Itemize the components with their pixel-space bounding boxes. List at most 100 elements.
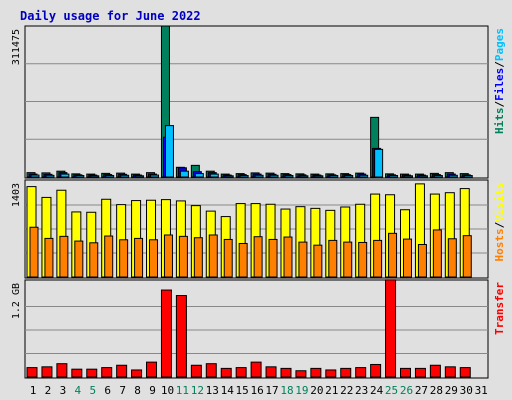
hosts-bar [432,229,442,278]
hosts-bar [447,238,457,278]
transfer-bar [355,367,367,378]
transfer-bar [310,367,322,378]
transfer-bar [370,363,382,378]
pages-bar [329,175,339,178]
transfer-bar [56,363,68,378]
transfer-bar [146,361,158,378]
pages-bar [239,175,249,178]
x-tick-label: 27 [415,384,428,397]
x-tick-label: 2 [45,384,52,397]
transfer-bar [26,367,38,378]
hosts-bar [89,242,99,278]
x-tick-label: 10 [161,384,174,397]
hosts-bar [283,236,293,278]
hosts-bar [29,226,39,278]
hosts-bar [313,244,323,278]
transfer-bar [41,366,53,378]
hosts-bar [119,239,129,278]
pages-bar [299,175,309,178]
pages-bar [254,174,264,178]
transfer-bar [190,364,202,378]
hosts-bar [178,235,188,278]
hosts-bar [253,236,263,278]
transfer-bar [429,364,441,378]
pages-bar [269,174,279,178]
transfer-bar [116,364,128,378]
x-tick-label: 16 [250,384,263,397]
transfer-bar [414,367,426,378]
pages-bar [179,170,189,178]
legend-separator: / [493,61,506,68]
pages-bar [194,173,204,178]
x-tick-label: 4 [75,384,82,397]
hosts-bar [74,240,84,278]
transfer-bar [101,367,113,378]
hosts-bar [298,241,308,278]
panel-visits-hosts: 1403 Hosts/Visits [11,179,506,279]
x-tick-label: 28 [430,384,443,397]
pages-bar [448,174,458,178]
x-tick-label: 25 [385,384,398,397]
x-tick-label: 5 [89,384,96,397]
legend-transfer: Transfer [493,282,506,335]
pages-bar [135,175,145,178]
hosts-bar [238,242,248,278]
x-tick-label: 22 [340,384,353,397]
hosts-bar [462,235,472,278]
transfer-bar [235,367,247,378]
transfer-bar [444,366,456,378]
x-tick-label: 19 [295,384,308,397]
hosts-bar [193,237,203,278]
hosts-bar [343,241,353,278]
hosts-bar [59,235,69,278]
legend-hits: Hits [493,108,506,135]
hosts-bar [104,235,114,278]
x-tick-label: 15 [236,384,249,397]
transfer-bar [340,367,352,378]
hosts-bar [358,241,368,278]
pages-bar [120,174,130,178]
transfer-bar [220,367,232,378]
pages-bar [433,175,443,178]
pages-bar [75,175,85,178]
transfer-bar [325,369,337,378]
pages-bar [164,125,174,178]
x-tick-label: 30 [460,384,473,397]
transfer-bar [175,295,187,378]
panel-transfer: 1.2 GB Transfer [11,279,506,379]
pages-bar [30,174,40,178]
chart-title: Daily usage for June 2022 [20,9,201,23]
x-tick-label: 13 [206,384,219,397]
transfer-bar [280,367,292,378]
transfer-bar [295,370,307,378]
hosts-bar [44,237,54,278]
transfer-bar [459,367,471,378]
legend-pages: Pages [493,28,506,61]
y-max-label: 1.2 GB [11,283,22,319]
x-tick-label: 7 [119,384,126,397]
hosts-bar [403,238,412,278]
hosts-bar [373,239,383,278]
x-tick-label: 31 [475,384,488,397]
x-tick-label: 29 [445,384,458,397]
x-axis-labels: 1 2 3 4 5 6 7 8 9 10 11 12 13 14 15 16 17 18 19 20 21 22 23 24 2… [30,384,488,397]
hosts-bar [134,237,144,278]
y-max-label: 1403 [11,183,22,207]
pages-bar [344,175,354,178]
pages-bar [150,174,160,178]
hosts-bar [149,239,159,278]
hosts-bar [163,234,173,278]
x-tick-label: 9 [149,384,156,397]
x-tick-label: 6 [104,384,111,397]
pages-bar [418,175,428,178]
transfer-bar [400,367,411,378]
transfer-bar [131,369,143,378]
transfer-bar [385,279,397,378]
x-tick-label: 21 [325,384,338,397]
legend-files: Files [493,68,506,101]
transfer-bar [86,368,98,378]
transfer-bar [71,368,83,378]
hosts-bar [208,234,218,278]
